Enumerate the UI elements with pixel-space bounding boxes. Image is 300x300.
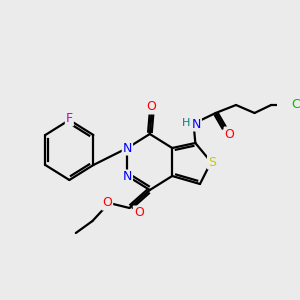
Text: O: O (147, 100, 157, 113)
Text: F: F (66, 112, 73, 125)
Text: O: O (225, 128, 235, 140)
Text: S: S (208, 155, 216, 169)
Text: O: O (102, 196, 112, 209)
Text: N: N (192, 118, 201, 130)
Text: N: N (123, 142, 132, 154)
Text: O: O (134, 206, 144, 220)
Text: N: N (123, 170, 132, 184)
Text: H: H (182, 118, 190, 128)
Text: Cl: Cl (291, 98, 300, 112)
